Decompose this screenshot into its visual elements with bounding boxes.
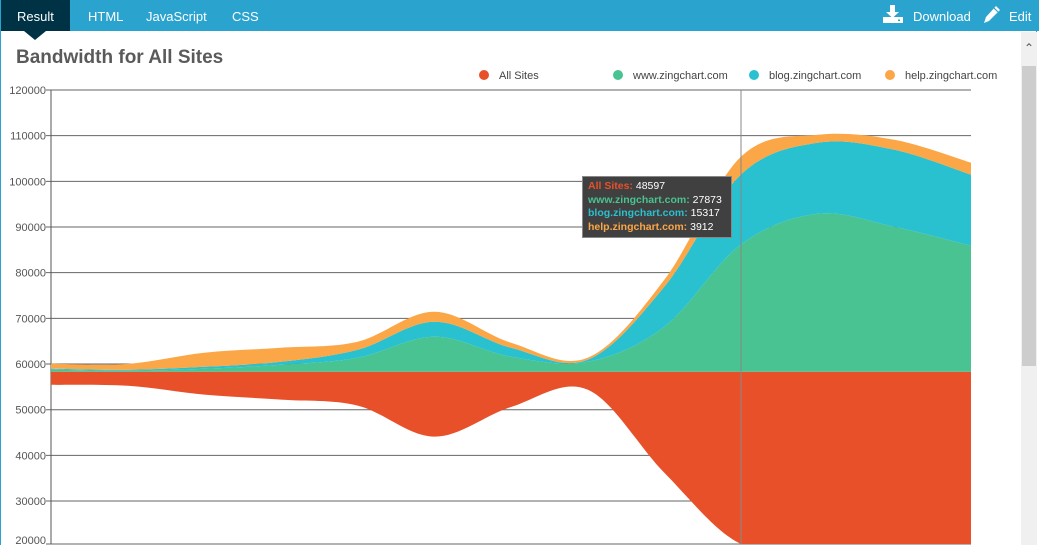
tooltip-row: blog.zingchart.com: 15317 [588, 207, 720, 219]
legend-item-all-sites[interactable]: All Sites [479, 70, 539, 82]
legend-item-help[interactable]: help.zingchart.com [885, 70, 997, 82]
tab-css[interactable]: CSS [232, 9, 259, 24]
legend-marker [749, 70, 759, 80]
y-tick-label: 100000 [9, 176, 46, 188]
legend-marker [613, 70, 623, 80]
y-tick-label: 40000 [15, 450, 46, 462]
legend-label: help.zingchart.com [905, 70, 998, 82]
legend-item-blog[interactable]: blog.zingchart.com [749, 70, 861, 82]
y-tick-label: 50000 [15, 405, 46, 417]
edit-button[interactable]: Edit [983, 0, 1031, 31]
tooltip-row: www.zingchart.com: 27873 [588, 193, 722, 206]
tab-html[interactable]: HTML [88, 9, 124, 24]
edit-label: Edit [1009, 9, 1032, 24]
top-bar: Result HTML JavaScript CSS Download Edit [0, 0, 1039, 31]
tooltip-row: All Sites: 48597 [588, 180, 666, 192]
y-tick-label: 30000 [15, 496, 46, 508]
tab-result[interactable]: Result [1, 0, 70, 31]
y-tick-label: 60000 [15, 359, 46, 371]
download-button[interactable]: Download [882, 0, 971, 31]
scroll-up-icon[interactable]: ⌃ [1023, 41, 1035, 55]
legend-label: All Sites [499, 70, 539, 82]
scrollbar[interactable]: ⌃ [1021, 32, 1037, 545]
y-tick-label: 70000 [15, 313, 46, 325]
legend-label: blog.zingchart.com [769, 70, 862, 82]
tooltip-row: help.zingchart.com: 3912 [588, 220, 714, 233]
y-tick-label: 90000 [15, 222, 46, 234]
legend-marker [479, 70, 489, 80]
scrollbar-thumb[interactable] [1022, 66, 1036, 366]
active-tab-pointer [24, 31, 46, 40]
download-icon [883, 5, 903, 23]
y-tick-label: 20000 [15, 535, 46, 545]
download-label: Download [913, 9, 971, 24]
y-tick-label: 120000 [9, 85, 46, 97]
chart-tooltip: All Sites: 48597 www.zingchart.com: 2787… [582, 176, 732, 238]
pencil-icon [984, 6, 1000, 23]
y-tick-label: 80000 [15, 268, 46, 280]
area-all-sites [51, 371, 971, 544]
y-tick-label: 110000 [10, 131, 46, 143]
legend-label: www.zingchart.com [633, 70, 728, 82]
legend-item-www[interactable]: www.zingchart.com [613, 70, 728, 82]
chart-title: Bandwidth for All Sites [16, 47, 224, 68]
tab-javascript[interactable]: JavaScript [146, 9, 207, 24]
legend-marker [885, 70, 895, 80]
